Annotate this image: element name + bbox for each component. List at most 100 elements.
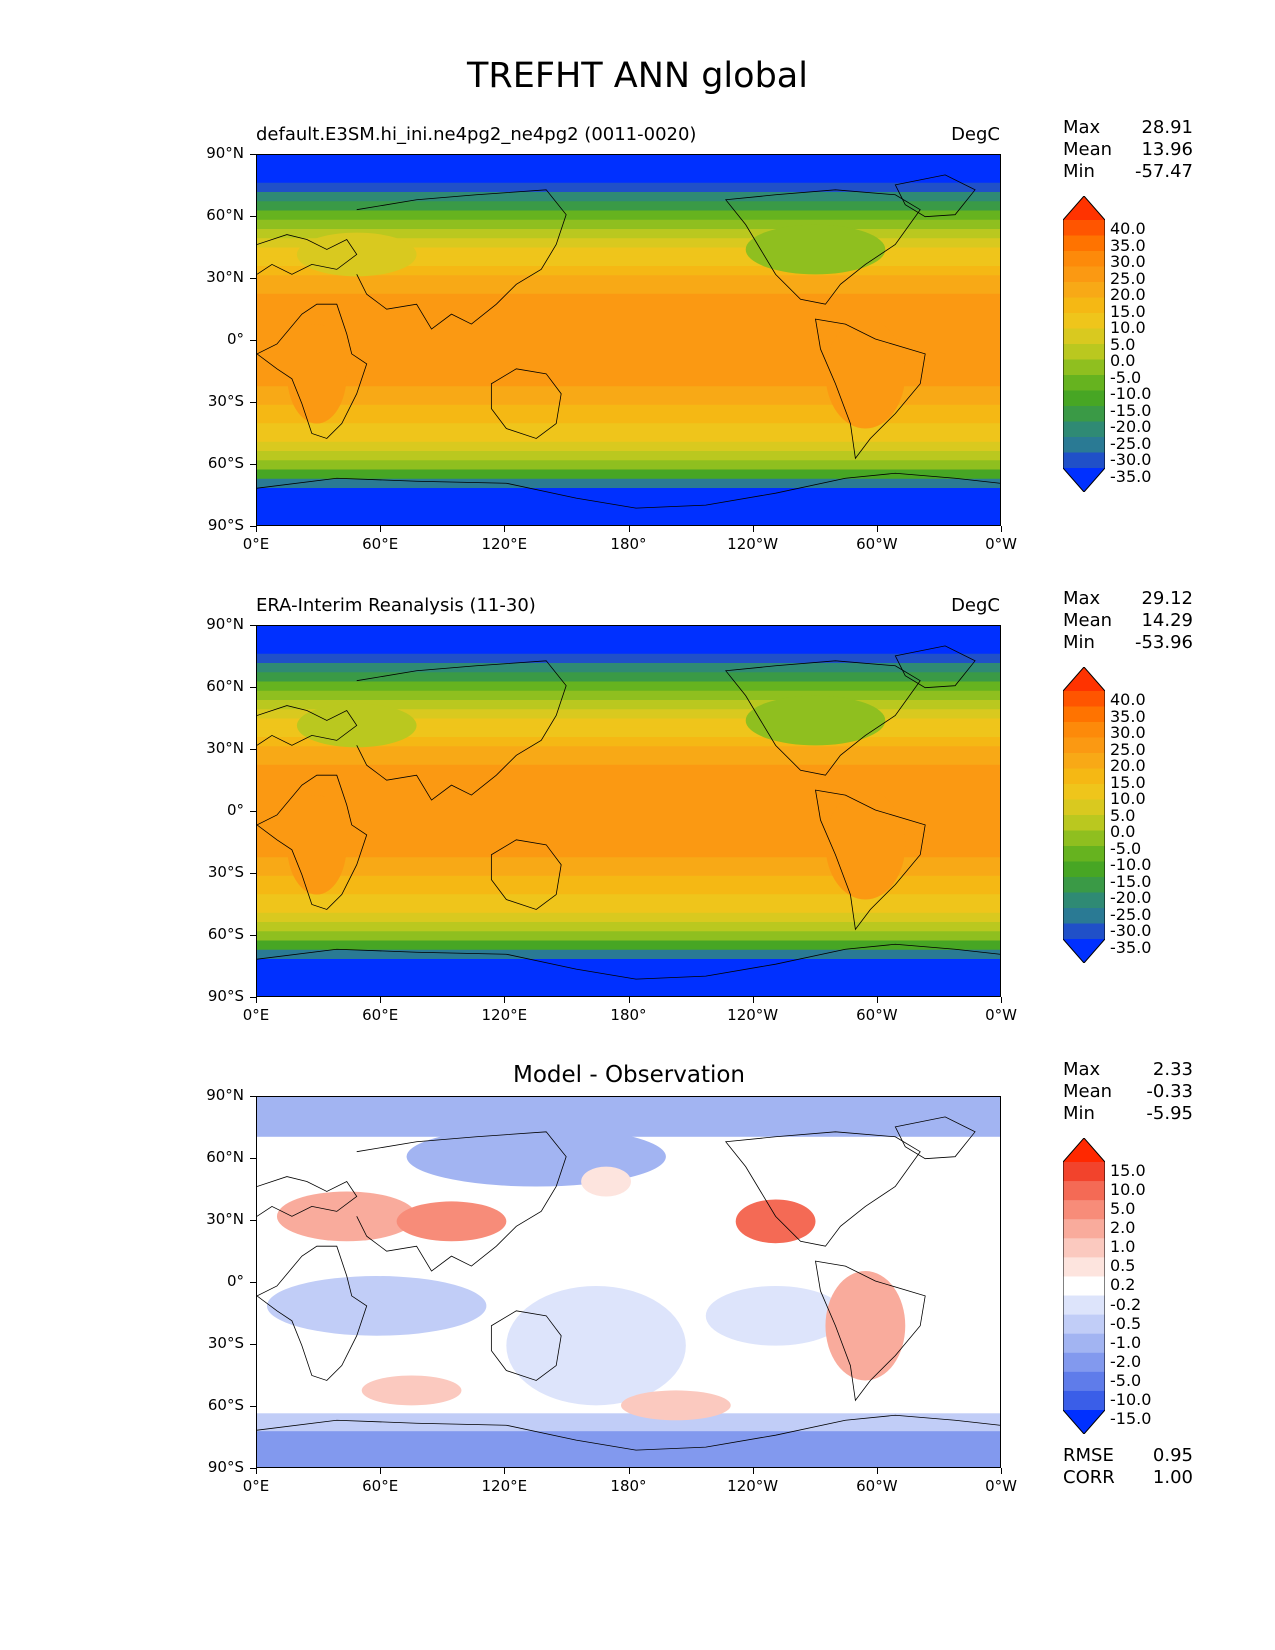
lon-tick [1001,526,1002,532]
colorbar-tick-label: -10.0 [1110,384,1152,404]
lat-tick [250,1158,256,1159]
colorbar-segment [1063,892,1105,909]
panel-units: DegC [951,595,1000,616]
lat-tick [250,997,256,998]
colorbar-tick-label: 40.0 [1110,690,1146,709]
field-band [257,764,1000,775]
lon-tick [876,526,878,532]
coastline-south-america [815,789,926,931]
field-band [257,727,1000,738]
field-band [257,949,1000,960]
colorbar-tick-label: 30.0 [1110,252,1146,272]
field-band [257,414,1000,424]
colorbar-segment [1063,1276,1105,1297]
lon-tick-label: 120°E [481,1477,528,1495]
lat-tick-label: 60°S [207,1396,244,1414]
lat-tick-label: 30°N [206,739,244,757]
colorbar-segment [1063,452,1105,469]
lon-tick-label: 0°W [985,1477,1017,1495]
lat-tick-label: 30°N [206,268,244,286]
colorbar-tick-label: -20.0 [1110,417,1152,437]
lat-tick [250,1096,256,1097]
field-band [257,441,1000,452]
lon-tick-label: 120°E [481,535,528,553]
lon-tick [876,1468,878,1474]
field-anomaly-south-indian [361,1375,462,1406]
colorbar-tick-label: -10.0 [1110,855,1152,875]
lat-tick-label: 30°S [207,392,244,410]
field-anomaly-brazil [825,1271,906,1381]
map-difference [256,1096,1001,1468]
stat-value: -0.33 [1146,1081,1193,1102]
coastline-australia [490,368,562,439]
field-band [257,312,1000,323]
coastline-antarctica [257,472,1000,509]
colorbar-tick-label: 1.0 [1110,1237,1136,1257]
colorbar-tick-label: 10.0 [1110,789,1146,809]
stat-value: 2.33 [1152,1059,1193,1080]
lat-tick-label: 90°N [206,615,244,633]
panel-title-center: Model - Observation [512,1062,746,1088]
field-band [257,395,1000,406]
field-band [257,506,1000,517]
field-band [257,349,1000,360]
lat-tick-label: 60°N [206,1148,244,1166]
colorbar-segment [1063,861,1105,878]
colorbar-segment [1063,282,1105,298]
map-model [256,154,1001,526]
stat-value: 14.29 [1141,610,1193,631]
field-band [257,330,1000,341]
field-band [257,340,1000,350]
map-observation [256,625,1001,997]
lon-tick [1001,997,1002,1003]
colorbar-segment [1063,313,1105,329]
stat-value: 13.96 [1141,139,1193,160]
extra-stats-block: RMSE 0.95 CORR 1.00 [1063,1445,1193,1489]
colorbar-segment [1063,1238,1105,1258]
colorbar-segment [1063,722,1105,738]
colorbar-segment [1063,768,1105,785]
colorbar-tick-label: -35.0 [1110,467,1152,486]
lat-tick-label: 90°N [206,144,244,162]
stat-value: -5.95 [1146,1103,1193,1124]
stat-value: 0.95 [1152,1445,1193,1466]
lon-tick-label: 60°W [856,1477,898,1495]
field-region-africa [286,795,347,895]
field-band [257,182,1000,193]
panel-title-left: ERA-Interim Reanalysis (11-30) [256,595,536,616]
stat-row: Max 29.12 [1063,588,1193,610]
colorbar-tick-label: 15.0 [1110,1161,1146,1180]
field-band [257,210,1000,221]
stats-block: Max 2.33 Mean -0.33 Min -5.95 [1063,1059,1193,1125]
colorbar-tick-label: -25.0 [1110,433,1152,453]
colorbar-top-arrow [1063,667,1105,691]
field-band [257,700,1000,710]
lon-tick [380,526,382,532]
stats-block: Max 28.91 Mean 13.96 Min -57.47 [1063,117,1193,183]
stat-label: Mean [1063,1081,1113,1102]
colorbar-segment [1063,297,1105,314]
colorbar-segment [1063,1371,1105,1392]
lat-tick-label: 0° [226,1272,244,1290]
field-band [257,931,1000,942]
field-band [257,774,1000,784]
coastline-australia [490,839,562,910]
lat-tick [250,278,256,279]
field-band [257,238,1000,249]
colorbar-tick-label: 20.0 [1110,285,1146,305]
colorbar-tick-label: 25.0 [1110,739,1146,759]
colorbar-top-arrow [1063,1138,1105,1162]
field-band [257,709,1000,720]
colorbar-tick-label: 0.2 [1110,1275,1136,1295]
stat-label: RMSE [1063,1445,1114,1466]
colorbar [1063,667,1105,963]
field-band [257,718,1000,729]
field-band [257,293,1000,304]
field-band [257,672,1000,683]
colorbar-tick-label: -35.0 [1110,938,1152,957]
coastline-europe [257,705,358,746]
coastline-antarctica [257,1414,1000,1451]
field-band [257,681,1000,692]
stat-row: Min -57.47 [1063,161,1193,183]
field-anomaly-bering [581,1166,631,1197]
